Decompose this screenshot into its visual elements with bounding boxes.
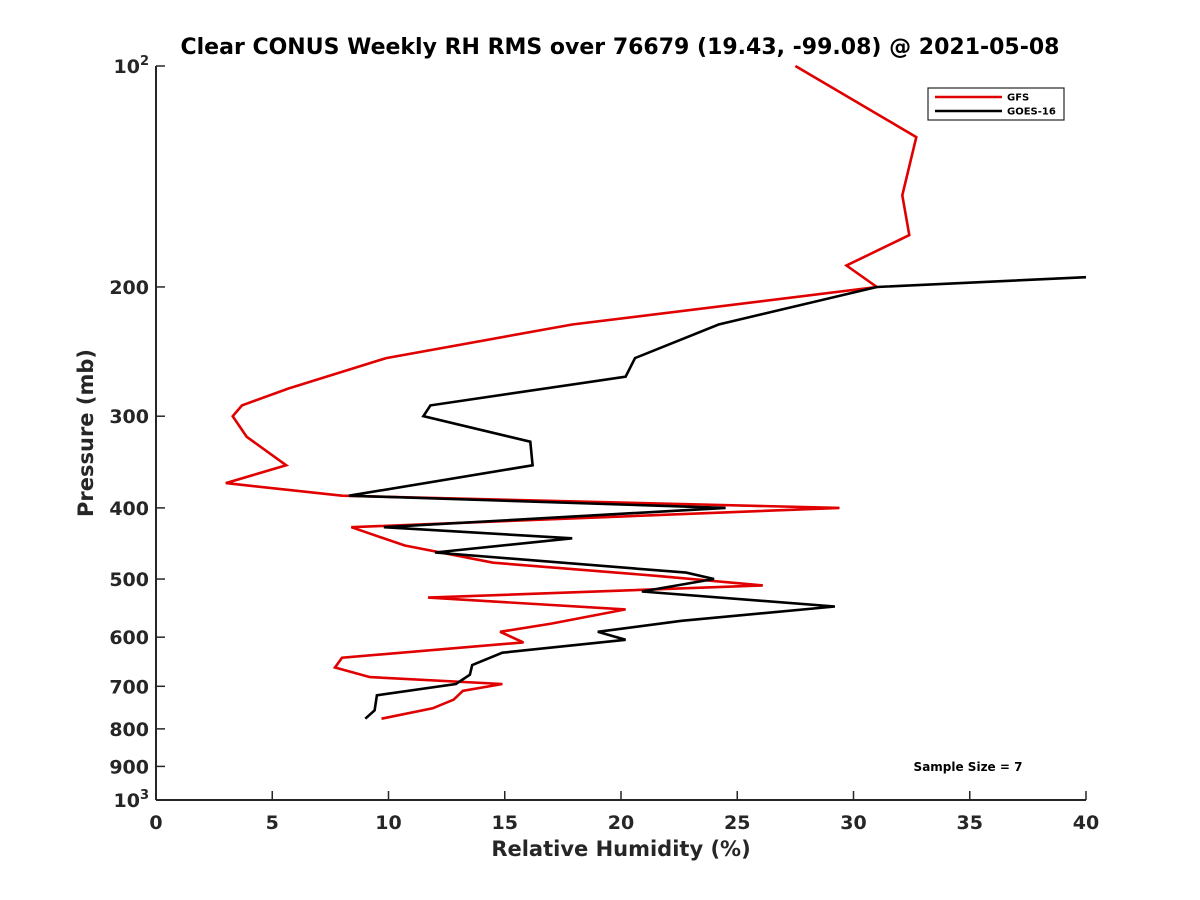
y-tick-label: 500 (109, 569, 149, 591)
plot-background (156, 66, 1086, 800)
y-tick-label: 900 (109, 756, 149, 778)
y-tick-label: 800 (109, 719, 149, 741)
series-layer (225, 64, 1087, 720)
legend: GFS GOES-16 (927, 87, 1065, 121)
y-tick-label: 600 (109, 627, 149, 649)
x-axis-ticks: 0 5 10 15 20 25 30 35 40 (149, 791, 1099, 834)
x-tick-label: 15 (492, 812, 518, 834)
y-tick-label: 102 (114, 54, 150, 78)
y-axis-ticks: 102 200 300 400 500 600 700 800 900 103 (109, 54, 165, 812)
chart-title: Clear CONUS Weekly RH RMS over 76679 (19… (181, 35, 1060, 60)
x-tick-label: 35 (957, 812, 983, 834)
x-tick-label: 0 (149, 812, 162, 834)
series-line-goes16 (348, 275, 1087, 720)
x-axis-label: Relative Humidity (%) (491, 837, 750, 861)
y-axis-label: Pressure (mb) (74, 349, 98, 517)
legend-label-goes16: GOES-16 (1007, 107, 1056, 118)
x-tick-label: 10 (375, 812, 401, 834)
x-tick-label: 30 (840, 812, 866, 834)
legend-label-gfs: GFS (1007, 93, 1029, 104)
y-tick-label: 300 (109, 406, 149, 428)
legend-box (927, 87, 1065, 121)
y-tick-label: 200 (109, 277, 149, 299)
y-tick-label: 400 (109, 498, 149, 520)
y-tick-label: 700 (109, 676, 149, 698)
plot-area (155, 64, 1087, 801)
x-tick-label: 5 (266, 812, 279, 834)
x-tick-label: 40 (1073, 812, 1099, 834)
y-tick-label: 103 (114, 788, 150, 812)
x-tick-label: 25 (724, 812, 750, 834)
series-line-gfs (225, 64, 918, 720)
sample-size-annotation: Sample Size = 7 (914, 760, 1023, 774)
x-tick-label: 20 (608, 812, 634, 834)
